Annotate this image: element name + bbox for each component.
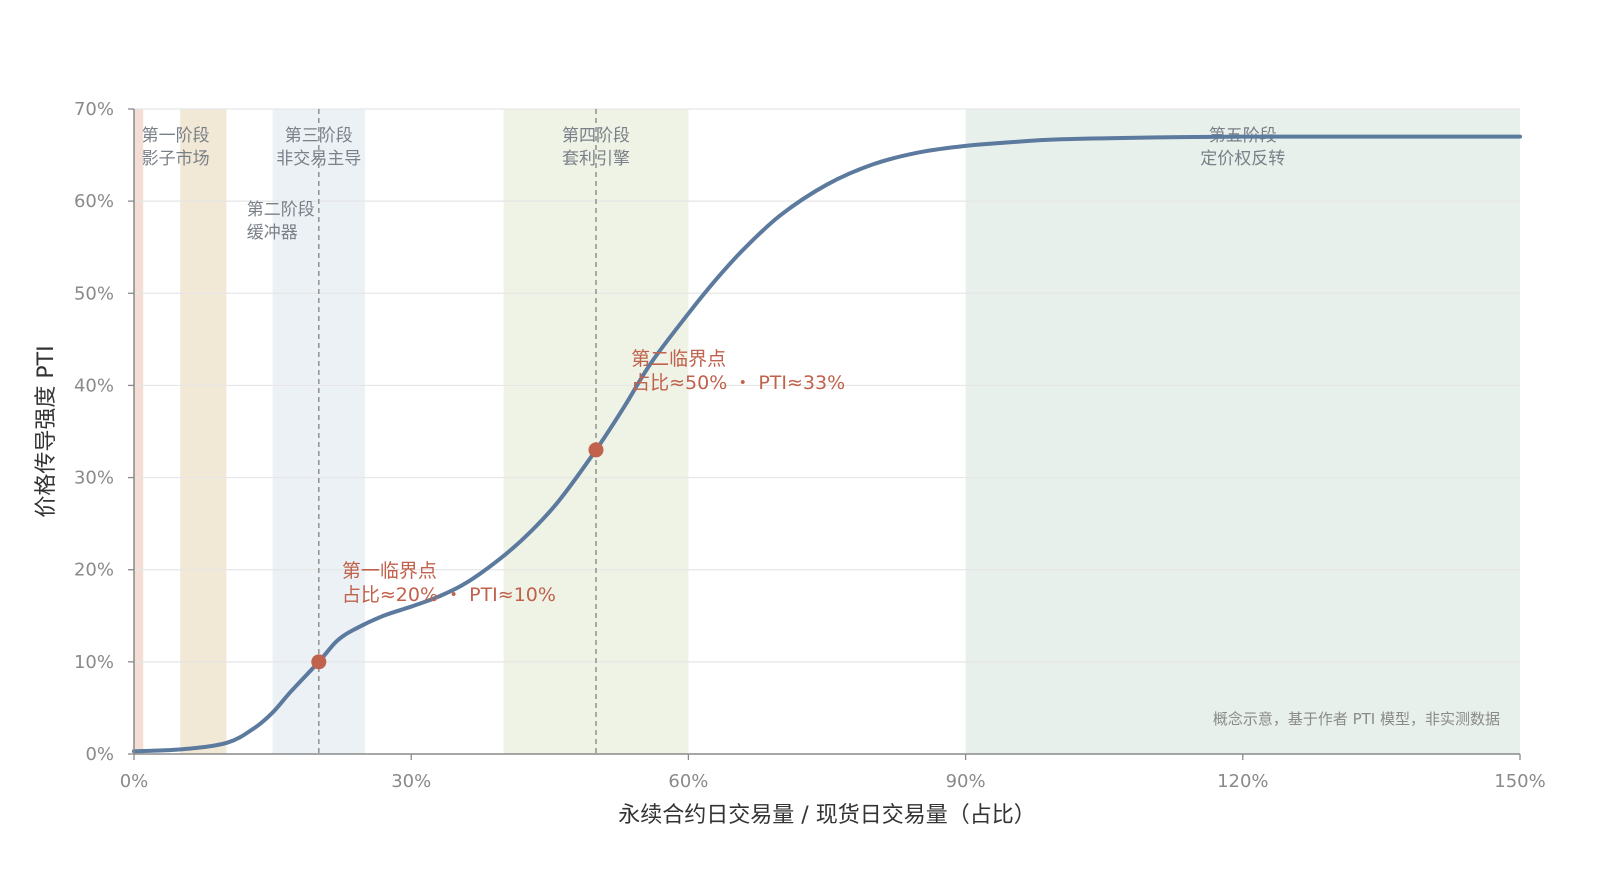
y-tick-label: 60%: [74, 191, 114, 212]
y-tick-label: 10%: [74, 652, 114, 673]
x-tick-label: 0%: [120, 771, 149, 792]
x-tick-label: 90%: [946, 771, 986, 792]
phase-label-line: 第一阶段: [142, 126, 210, 146]
x-axis-title: 永续合约日交易量 / 现货日交易量（占比）: [618, 803, 1035, 828]
phase-label-line: 定价权反转: [1200, 149, 1285, 169]
critical-annotation-2: 第二临界点占比≈50% ・ PTI≈33%: [631, 348, 845, 394]
y-axis-title: 价格传导强度 PTI: [34, 345, 59, 517]
y-tick-label: 30%: [74, 468, 114, 489]
tick-labels: 0% 10% 20% 30% 40% 50% 60% 70% 0% 30% 60% 90% 120% 15…: [74, 99, 1546, 792]
critical-annotation-line: 第二临界点: [631, 348, 726, 370]
series-line-1: [132, 134, 1522, 754]
y-tick-label: 70%: [74, 99, 114, 120]
y-tick-label: 20%: [74, 560, 114, 581]
phase-band-3: [272, 109, 365, 754]
axes: [133, 109, 1520, 755]
phase-band-2: [180, 109, 227, 754]
phase-label-2: 第二阶段缓冲器: [247, 200, 315, 243]
footnote: 概念示意，基于作者 PTI 模型，非实测数据: [1213, 710, 1500, 728]
critical-annotation-line: 占比≈50% ・ PTI≈33%: [631, 372, 845, 394]
series: [132, 134, 1522, 754]
critical-point-1: [311, 654, 327, 670]
x-tick-label: 150%: [1494, 771, 1545, 792]
x-tick-label: 30%: [391, 771, 431, 792]
phase-label-line: 第二阶段: [247, 200, 315, 220]
phase-label-1: 第一阶段影子市场: [142, 126, 210, 169]
y-tick-label: 50%: [74, 283, 114, 304]
phase-label-line: 影子市场: [142, 149, 210, 169]
y-tick-label: 40%: [74, 375, 114, 396]
grid-lines: [134, 108, 1520, 663]
phase-bands: [134, 109, 1520, 754]
critical-point-2: [588, 442, 604, 458]
phase-band-5: [965, 109, 1520, 754]
x-tick-label: 120%: [1217, 771, 1268, 792]
annotations: 第一临界点占比≈20% ・ PTI≈10% 第二临界点占比≈50% ・ PTI≈3…: [342, 348, 845, 606]
x-tick-label: 60%: [668, 771, 708, 792]
phase-band-4: [503, 109, 689, 754]
critical-annotation-line: 占比≈20% ・ PTI≈10%: [342, 584, 556, 606]
phase-label-line: 缓冲器: [247, 223, 298, 243]
critical-annotation-1: 第一临界点占比≈20% ・ PTI≈10%: [342, 560, 556, 606]
y-tick-label: 0%: [85, 744, 114, 765]
critical-annotation-line: 第一临界点: [342, 560, 437, 582]
phase-band-1: [134, 109, 144, 754]
